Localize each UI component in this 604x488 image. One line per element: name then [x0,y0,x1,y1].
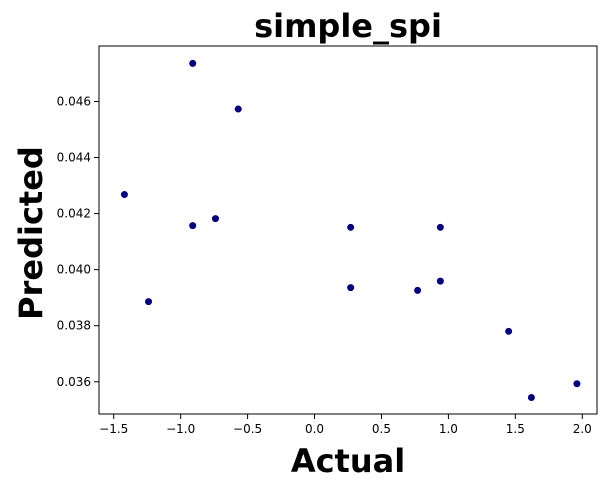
data-point [211,215,219,223]
y-tick-label: 0.046 [57,94,91,108]
plot-frame [98,45,598,415]
x-tick-label: 1.0 [439,422,458,436]
y-tick-label: 0.036 [57,375,91,389]
data-point [414,286,422,294]
data-point [527,393,535,401]
data-point [436,223,444,231]
y-tick-label: 0.044 [57,151,91,165]
x-axis-label: Actual [291,442,405,480]
plot-area: −1.5 −1.0 −0.5 0.0 0.5 1.0 1.5 2.0 0.036 0.038 0.0… [57,45,598,436]
y-tick-label: 0.042 [57,207,91,221]
data-point [189,222,197,230]
data-point [120,191,128,199]
y-axis-label: Predicted [12,146,50,320]
data-point [189,59,197,67]
data-point [347,223,355,231]
data-point [145,298,153,306]
data-point [436,277,444,285]
data-point [573,380,581,388]
data-point [234,105,242,113]
chart-title: simple_spi [254,7,442,45]
x-tick-label: 2.0 [573,422,592,436]
x-tick-label: 0.5 [372,422,391,436]
x-tick-label: −1.5 [99,422,128,436]
x-tick-label: 0.0 [305,422,324,436]
x-tick-label: −1.0 [166,422,195,436]
y-tick-label: 0.038 [57,319,91,333]
x-tick-label: −0.5 [233,422,262,436]
data-point [347,284,355,292]
y-tick-label: 0.040 [57,263,91,277]
x-tick-label: 1.5 [506,422,525,436]
data-point [505,327,513,335]
